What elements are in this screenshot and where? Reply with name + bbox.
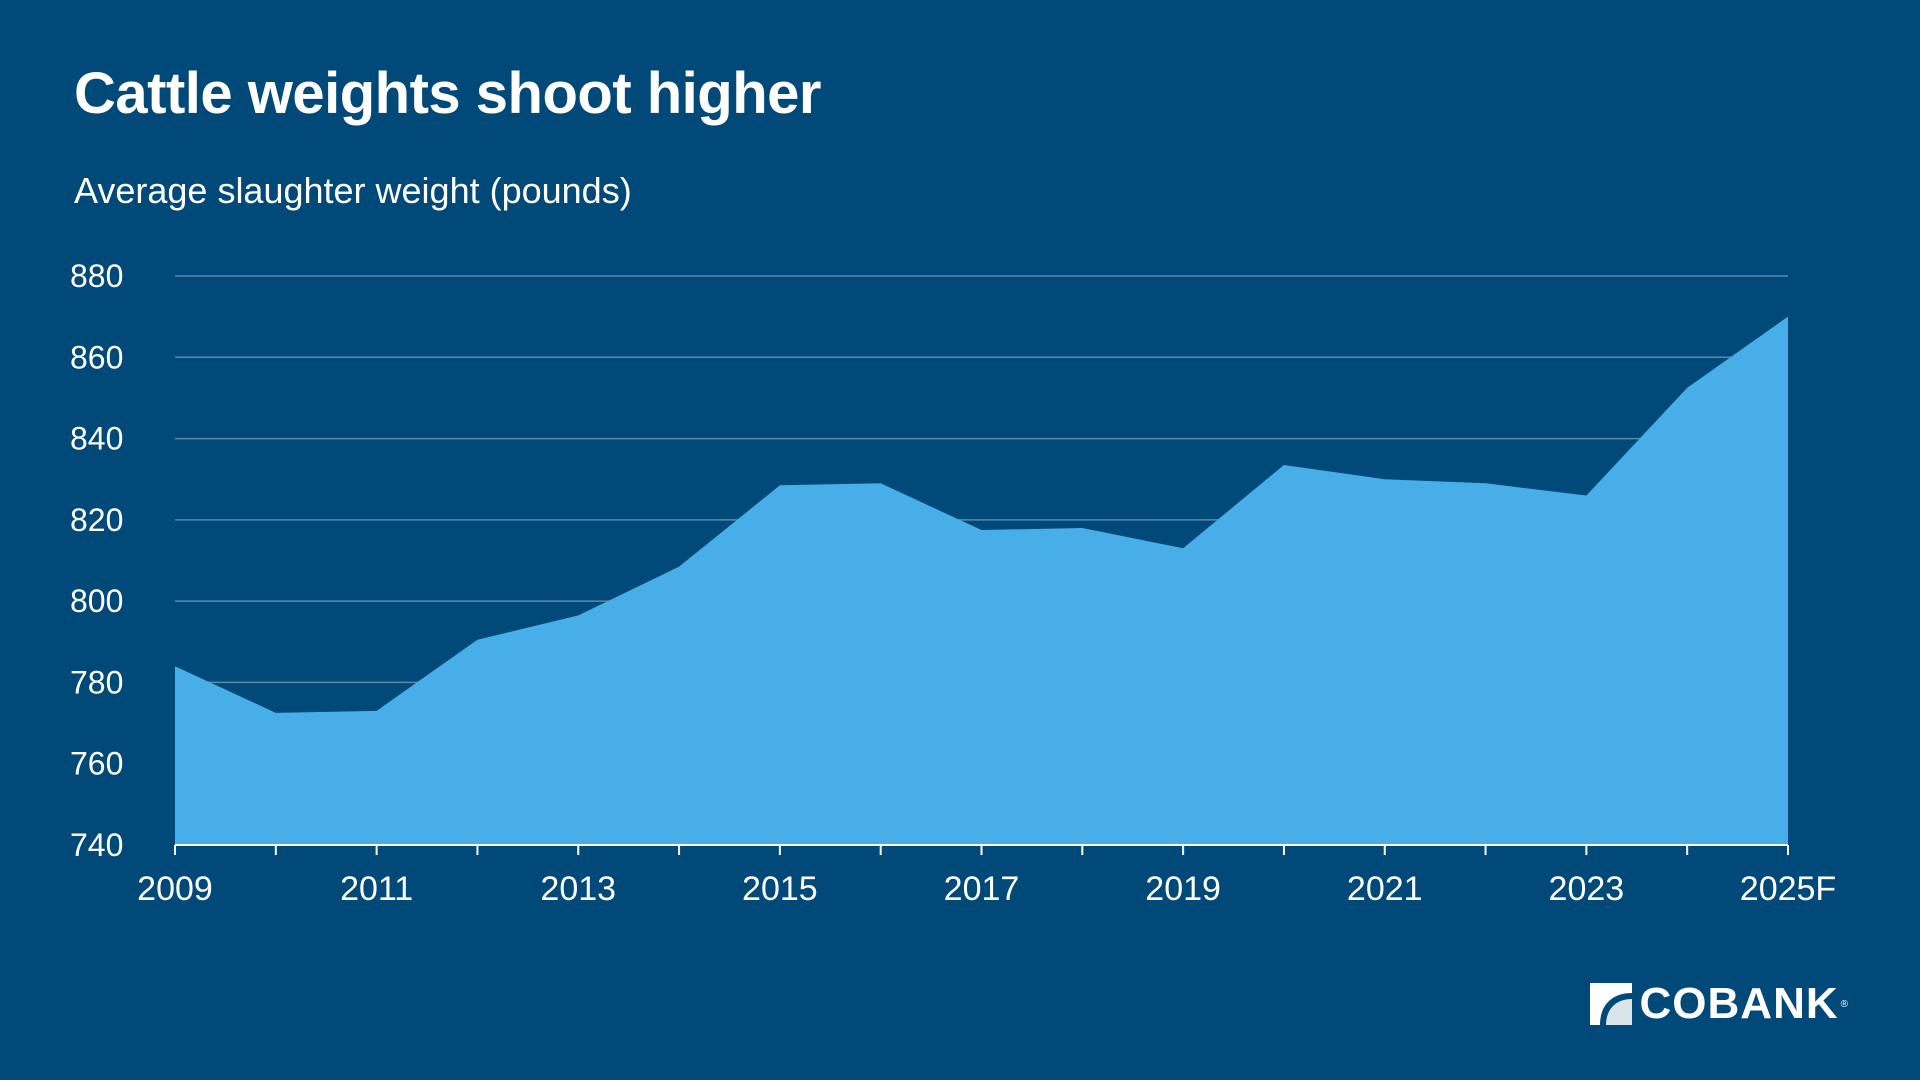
y-axis-tick-labels: 740 760 780 800 820 840 860 880 (70, 258, 123, 863)
x-tick-label-2015: 2015 (742, 870, 818, 908)
cobank-logo-icon (1589, 983, 1632, 1025)
area-fill (175, 316, 1788, 846)
x-axis-tick-labels: 2009 2011 2013 2015 2017 2019 2021 2023 2025F (137, 870, 1836, 908)
x-tick-label-2011: 2011 (340, 870, 413, 908)
y-tick-label-740: 740 (70, 827, 123, 863)
registered-mark: ® (1840, 998, 1848, 1010)
x-tick-label-2017: 2017 (944, 870, 1020, 908)
x-tick-label-2009: 2009 (137, 870, 213, 908)
x-tick-label-2023: 2023 (1549, 870, 1625, 908)
cobank-logo: COBANK ® (1589, 979, 1848, 1028)
area-series (175, 316, 1788, 846)
x-tick-label-2013: 2013 (540, 870, 616, 908)
y-tick-label-820: 820 (70, 502, 123, 538)
y-tick-label-760: 760 (70, 746, 123, 782)
x-tick-label-2025F: 2025F (1740, 870, 1836, 908)
chart-title: Cattle weights shoot higher (74, 61, 822, 126)
y-tick-label-780: 780 (70, 664, 123, 700)
y-tick-label-840: 840 (70, 421, 123, 457)
x-axis (174, 844, 1789, 855)
y-tick-label-880: 880 (70, 258, 123, 294)
cobank-logo-wordmark: COBANK (1639, 979, 1839, 1028)
y-tick-label-860: 860 (70, 339, 123, 375)
chart-subtitle: Average slaughter weight (pounds) (74, 170, 632, 211)
x-tick-label-2021: 2021 (1347, 870, 1423, 908)
x-tick-label-2019: 2019 (1145, 870, 1221, 908)
y-tick-label-800: 800 (70, 583, 123, 619)
